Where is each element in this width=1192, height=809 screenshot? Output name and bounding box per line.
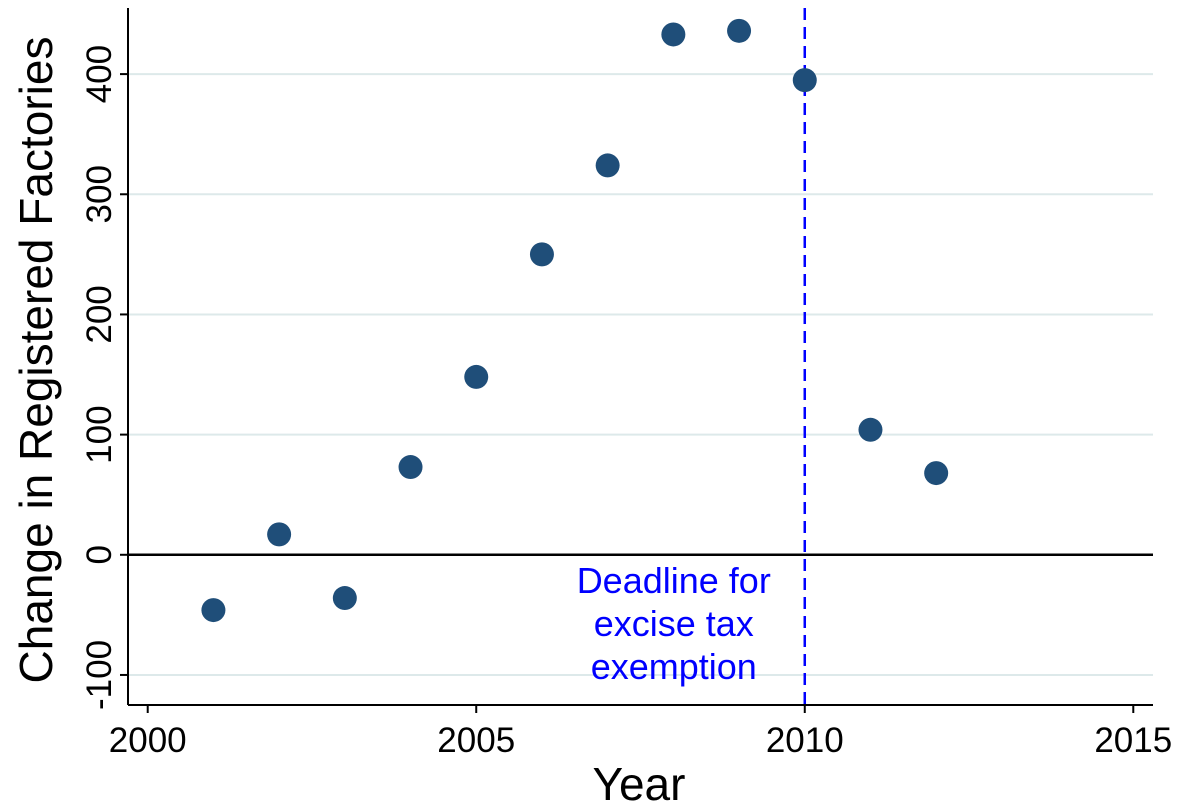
data-point [595, 153, 620, 178]
x-tick-label: 2015 [1094, 721, 1172, 760]
y-tick-label: 200 [80, 285, 119, 343]
data-points [201, 18, 949, 623]
data-point [924, 461, 949, 486]
y-tick-label: 400 [80, 45, 119, 103]
labels: -100 0 100 200 300 400 2000 2005 2010 2015 Deadlin… [80, 45, 1172, 760]
data-point [267, 522, 292, 547]
axes [120, 8, 1153, 713]
data-point [792, 68, 817, 93]
x-tick-label: 2010 [766, 721, 844, 760]
data-point [661, 22, 686, 47]
x-tick-label: 2000 [109, 721, 187, 760]
grid-lines [128, 73, 1153, 676]
x-axis-title: Year [593, 758, 686, 809]
y-axis-title: Change in Registered Factories [10, 37, 62, 684]
deadline-annotation-line: excise tax [594, 603, 754, 644]
x-tick-label: 2005 [437, 721, 515, 760]
data-point [529, 242, 554, 267]
data-point [332, 586, 357, 611]
y-tick-label: 300 [80, 165, 119, 223]
y-tick-label: 100 [80, 405, 119, 463]
reference-lines [128, 8, 1153, 705]
data-point [398, 455, 423, 480]
data-point [464, 364, 489, 389]
y-tick-label: -100 [80, 640, 119, 710]
data-point [727, 18, 752, 43]
deadline-annotation-line: exemption [591, 646, 757, 687]
data-point [858, 417, 883, 442]
deadline-annotation-line: Deadline for [577, 560, 771, 601]
data-point [201, 598, 226, 623]
y-tick-label: 0 [80, 545, 119, 564]
